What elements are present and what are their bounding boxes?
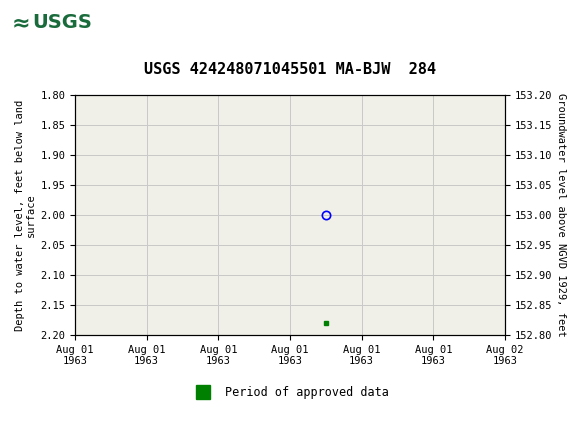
Text: USGS 424248071045501 MA-BJW  284: USGS 424248071045501 MA-BJW 284 <box>144 62 436 77</box>
Text: ≈: ≈ <box>12 13 31 33</box>
Text: USGS: USGS <box>32 13 92 33</box>
Legend: Period of approved data: Period of approved data <box>187 382 393 404</box>
Y-axis label: Depth to water level, feet below land
surface: Depth to water level, feet below land su… <box>14 99 36 331</box>
FancyBboxPatch shape <box>5 4 105 41</box>
Y-axis label: Groundwater level above NGVD 1929, feet: Groundwater level above NGVD 1929, feet <box>556 93 567 337</box>
